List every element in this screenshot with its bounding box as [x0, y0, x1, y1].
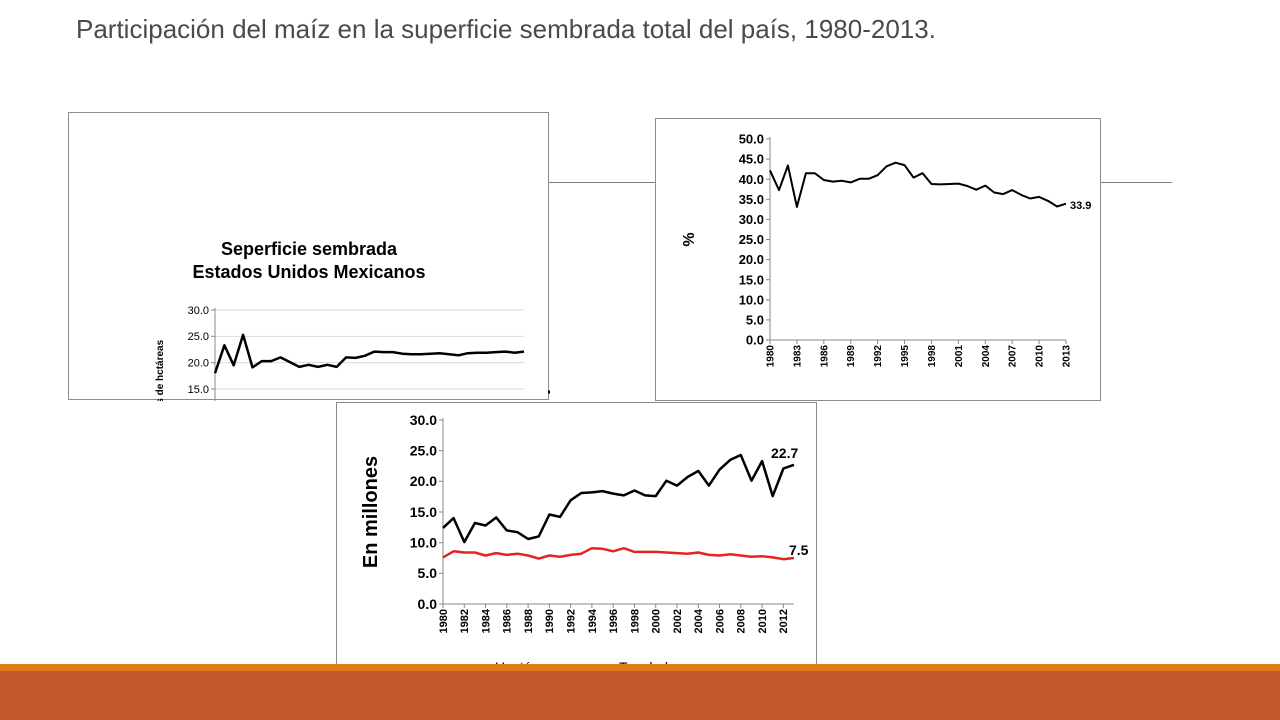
- chart-title: Seperficie sembrada: [221, 239, 398, 259]
- chart1-svg: Seperficie sembrada Estados Unidos Mexica…: [155, 239, 550, 401]
- x-tick-label: 2002: [672, 609, 684, 633]
- x-tick-label: 1994: [587, 608, 599, 633]
- x-tick-label: 2007: [1008, 345, 1019, 368]
- x-tick-label: 1984: [480, 608, 492, 633]
- y-axis-label: %: [681, 232, 698, 246]
- divider-line: [548, 182, 656, 183]
- chart2-svg: 0.0 5.0 10.0 15.0 20.0 25.0 30.0 35.0 40.0 45.0 50…: [681, 132, 1091, 368]
- chart-participacion-porcentaje: 0.0 5.0 10.0 15.0 20.0 25.0 30.0 35.0 40.0 45.0 50…: [655, 118, 1101, 401]
- y-tick-label: 15.0: [739, 272, 764, 287]
- data-label: 33.9: [1070, 200, 1091, 212]
- x-tick-label: 1986: [819, 345, 830, 368]
- divider-line: [1068, 182, 1172, 183]
- y-tick-label: 30.0: [739, 212, 764, 227]
- x-tick-label: 1996: [608, 609, 620, 633]
- x-tick-label: 2001: [954, 345, 965, 368]
- footer-accent-bar: [0, 664, 1280, 671]
- x-tick-label: 1992: [873, 345, 884, 368]
- series-line-0: [442, 546, 795, 561]
- y-tick-label: 35.0: [739, 192, 764, 207]
- data-label: 7.5: [789, 542, 809, 558]
- x-tick-label: 2000: [651, 609, 663, 633]
- x-tick-label: 2010: [757, 609, 769, 633]
- y-tick-label: 5.0: [418, 565, 438, 581]
- x-tick-label: 1992: [565, 609, 577, 633]
- x-tick-label: 1980: [438, 609, 450, 633]
- x-tick-label: 1980: [766, 345, 777, 368]
- chart-produccion-millones: 0.0 5.0 10.0 15.0 20.0 25.0 30.0 1980 1982 1984 19…: [336, 402, 817, 689]
- slide-title: Participación del maíz en la superficie …: [76, 14, 936, 44]
- x-tick-label: 1983: [792, 345, 803, 368]
- chart-subtitle: Estados Unidos Mexicanos: [192, 262, 425, 282]
- y-axis-label: En millones: [360, 456, 382, 568]
- series-line-0: [213, 333, 525, 374]
- y-tick-label: 0.0: [746, 333, 764, 348]
- y-axis-label: Millones de hctáreas: [155, 339, 166, 401]
- x-tick-label: 2004: [981, 345, 992, 368]
- y-tick-label: 40.0: [739, 172, 764, 187]
- y-tick-label: 5.0: [746, 312, 764, 327]
- y-tick-label: 25.0: [739, 232, 764, 247]
- series-line-1: [442, 453, 795, 544]
- y-tick-label: 20.0: [188, 358, 209, 370]
- x-tick-label: 1988: [523, 609, 535, 633]
- y-tick-label: 20.0: [739, 252, 764, 267]
- chart-superficie-sembrada: Seperficie sembrada Estados Unidos Mexica…: [68, 112, 550, 401]
- y-tick-label: 15.0: [410, 504, 437, 520]
- chart3-svg: 0.0 5.0 10.0 15.0 20.0 25.0 30.0 1980 1982 1984 19…: [360, 412, 809, 675]
- x-tick-label: 1989: [846, 345, 857, 368]
- y-tick-label: 30.0: [188, 305, 209, 317]
- footer-bar: [0, 671, 1280, 720]
- x-tick-label: 2010: [1035, 345, 1046, 368]
- x-tick-label: 1986: [502, 609, 514, 633]
- x-tick-label: 1995: [900, 345, 911, 368]
- x-tick-label: 2004: [693, 608, 705, 633]
- x-tick-label: 1982: [459, 609, 471, 633]
- x-tick-label: 2012: [778, 609, 790, 633]
- x-tick-label: 1998: [927, 345, 938, 368]
- y-tick-label: 0.0: [418, 596, 438, 612]
- x-tick-label: 2006: [714, 609, 726, 633]
- y-tick-label: 45.0: [739, 152, 764, 167]
- x-tick-label: 2008: [736, 609, 748, 633]
- y-tick-label: 10.0: [410, 535, 437, 551]
- y-tick-label: 25.0: [410, 443, 437, 459]
- x-tick-label: 1990: [544, 609, 556, 633]
- y-tick-label: 30.0: [410, 412, 437, 428]
- y-tick-label: 10.0: [739, 292, 764, 307]
- y-tick-label: 20.0: [410, 473, 437, 489]
- y-tick-label: 25.0: [188, 331, 209, 343]
- series-line-0: [769, 161, 1067, 208]
- x-tick-label: 1998: [629, 609, 641, 633]
- data-label: 22.7: [771, 445, 798, 461]
- x-tick-label: 2013: [1062, 345, 1073, 368]
- y-tick-label: 15.0: [188, 384, 209, 396]
- y-tick-label: 50.0: [739, 132, 764, 147]
